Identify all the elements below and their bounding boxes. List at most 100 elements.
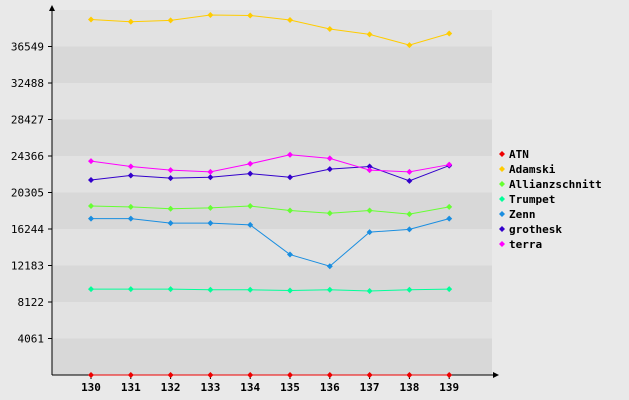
legend-marker [499, 211, 505, 217]
data-point [247, 221, 254, 228]
data-point [446, 161, 453, 168]
data-point [446, 30, 453, 37]
data-point [247, 203, 254, 210]
data-point [326, 155, 333, 162]
data-point [326, 263, 333, 270]
data-point [247, 372, 254, 378]
data-point [446, 215, 453, 222]
legend-marker [499, 226, 505, 232]
y-tick-label: 24366 [11, 150, 44, 163]
y-axis-arrow [49, 5, 55, 11]
data-point [127, 286, 134, 293]
y-tick-label: 12183 [11, 260, 44, 273]
data-point [167, 286, 174, 293]
legend-label: grothesk [509, 223, 562, 236]
data-point [167, 220, 174, 227]
data-point [287, 251, 293, 258]
data-point [167, 372, 174, 378]
data-point [167, 205, 174, 212]
data-point [207, 286, 214, 293]
data-point [247, 160, 254, 167]
legend-label: terra [509, 238, 542, 251]
data-point [207, 372, 214, 378]
data-point [366, 287, 373, 294]
data-point [326, 372, 333, 378]
legend-marker [499, 196, 505, 202]
data-point [446, 286, 453, 293]
legend-label: ATN [509, 148, 529, 161]
data-point [207, 220, 214, 227]
data-point [88, 372, 94, 378]
data-point [326, 286, 333, 293]
data-point [326, 166, 333, 173]
data-point [406, 226, 413, 233]
legend-marker [499, 166, 505, 172]
series-grothesk [88, 162, 453, 184]
y-tick-label: 28427 [11, 114, 44, 127]
data-point [366, 31, 373, 38]
legend-label: Allianzschnitt [509, 178, 602, 191]
data-point [88, 176, 94, 183]
data-point [88, 158, 94, 165]
series-line [90, 14, 450, 46]
data-point [127, 18, 134, 25]
x-tick-label: 134 [240, 381, 260, 394]
data-point [287, 174, 293, 181]
data-point [167, 167, 174, 174]
data-point [207, 174, 214, 181]
data-point [406, 372, 413, 378]
legend: ATN Adamski Allianzschnitt Trumpet Zenn groth… [499, 148, 602, 251]
data-point [207, 168, 214, 175]
legend-label: Zenn [509, 208, 536, 221]
data-point [406, 177, 413, 184]
data-point [88, 203, 94, 210]
grid-band [52, 83, 492, 120]
y-tick-label: 32488 [11, 77, 44, 90]
grid-band [52, 46, 492, 83]
data-point [406, 42, 413, 49]
series-line [91, 288, 450, 292]
data-point [247, 170, 254, 177]
data-point [366, 372, 373, 378]
series-terra [88, 151, 453, 175]
data-point [167, 17, 174, 24]
grid-band [52, 10, 492, 47]
data-point [326, 25, 333, 32]
data-point [207, 204, 214, 211]
y-axis-ticks: 4061 8122 12183 16244 20305 24366 28427 32488 36… [11, 41, 52, 346]
series-zenn [88, 215, 453, 270]
legend-marker [499, 181, 505, 187]
series-atn [88, 372, 453, 378]
data-point [326, 210, 333, 217]
data-point [247, 12, 254, 19]
grid-band [52, 192, 492, 229]
grid-band [52, 302, 492, 339]
data-point [366, 207, 373, 214]
grid-band [52, 265, 492, 302]
series-line [91, 218, 450, 267]
x-axis-arrow [493, 372, 499, 378]
x-tick-label: 135 [280, 381, 300, 394]
series-line [90, 205, 450, 215]
series-lines [88, 12, 453, 378]
legend-marker [499, 151, 505, 157]
legend-label: Adamski [509, 163, 556, 176]
data-point [88, 215, 94, 222]
series-adamski [88, 12, 453, 49]
legend-marker [499, 241, 505, 247]
data-point [88, 16, 94, 23]
x-tick-label: 136 [320, 381, 340, 394]
x-axis-ticks: 130 131 132 133 134 135 136 137 138 139 [81, 375, 459, 394]
data-point [446, 372, 453, 378]
data-point [127, 203, 134, 210]
data-point [287, 372, 293, 378]
y-tick-label: 8122 [18, 296, 45, 309]
data-point [366, 163, 373, 170]
data-point [127, 172, 134, 179]
x-tick-label: 131 [121, 381, 141, 394]
data-point [406, 286, 413, 293]
data-point [88, 286, 94, 293]
data-point [287, 16, 293, 23]
data-point [287, 207, 293, 214]
data-point [446, 203, 453, 210]
